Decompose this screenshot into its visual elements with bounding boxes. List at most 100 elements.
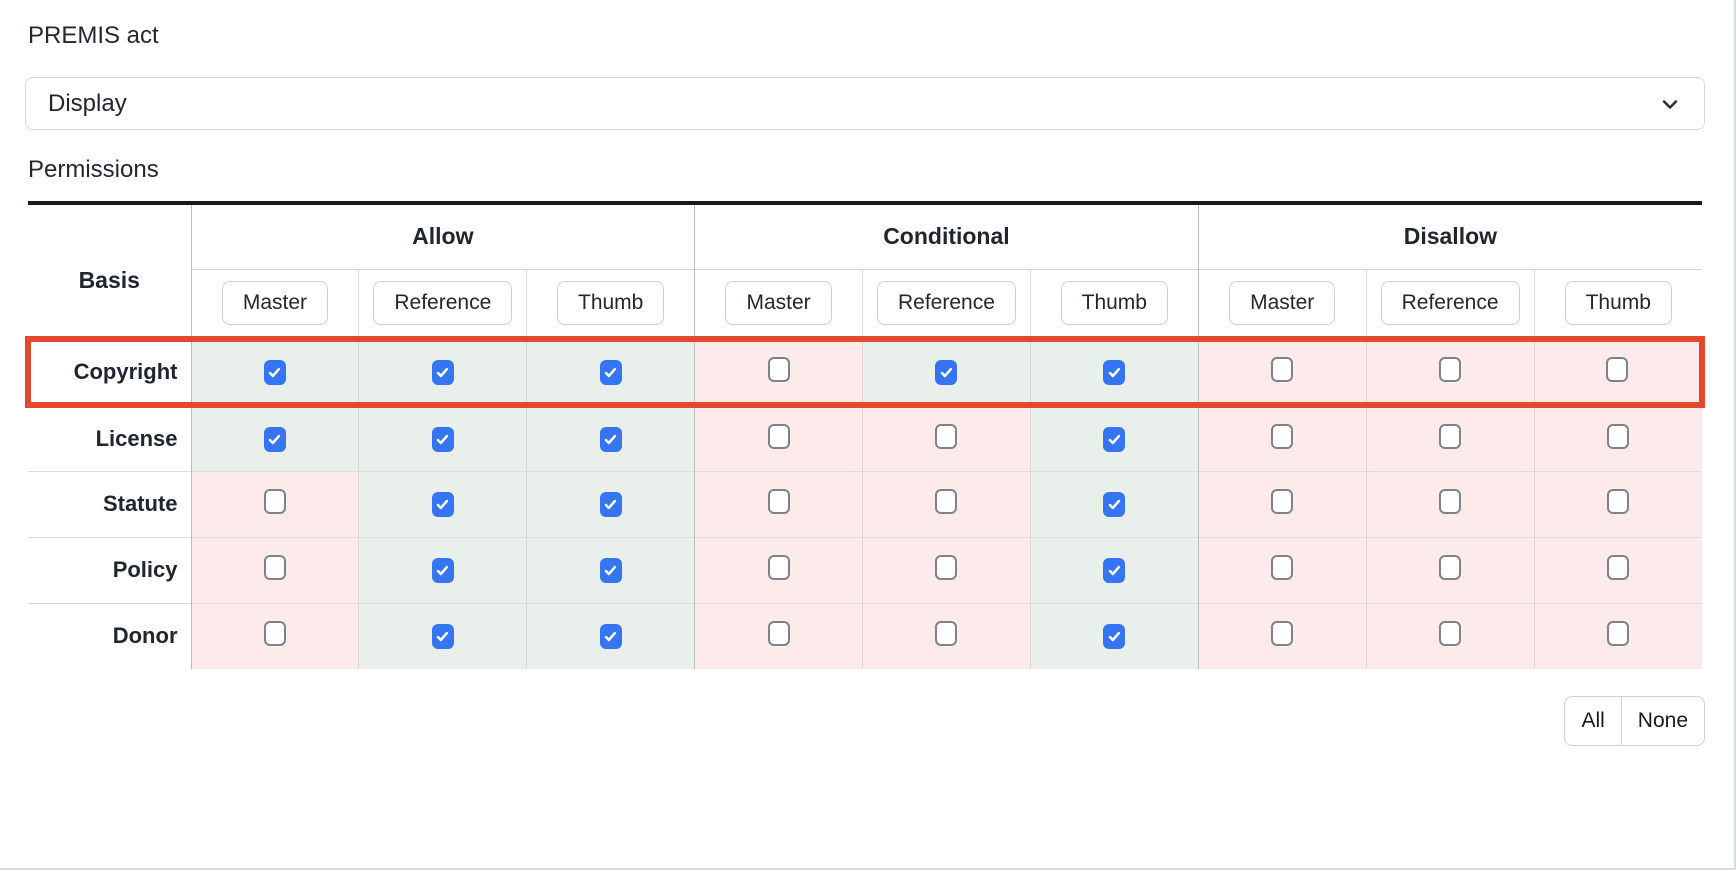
checkbox-license-conditional-reference[interactable] [935,424,958,450]
premis-act-selected-value: Display [48,89,127,117]
checkbox-donor-allow-thumb[interactable] [599,623,622,649]
group-header-row: Basis Allow Conditional Disallow [28,203,1702,293]
checkbox-donor-disallow-thumb[interactable] [1607,621,1630,647]
cell-donor-conditional-thumb [1029,602,1199,669]
subcolumn-header-row: Master Reference Thumb Master Reference Thumb… [28,268,1702,339]
column-toggle-conditional-reference[interactable]: Reference [876,280,1016,325]
checkbox-license-conditional-master[interactable] [767,424,790,450]
cell-license-disallow-master [1197,404,1367,471]
cell-donor-conditional-reference [862,602,1031,669]
checkbox-copyright-allow-thumb[interactable] [599,359,622,385]
cell-copyright-allow-master [190,336,359,408]
checkbox-donor-disallow-reference[interactable] [1439,621,1462,647]
column-toggle-disallow-reference[interactable]: Reference [1380,280,1520,325]
cell-policy-allow-master [190,536,359,603]
checkmark-icon [437,631,449,641]
cell-statute-disallow-reference [1365,470,1534,537]
bulk-select-actions: All None [0,696,1705,746]
checkbox-donor-conditional-master[interactable] [767,621,790,647]
cell-copyright-allow-reference [358,336,527,408]
checkbox-statute-conditional-reference[interactable] [935,489,958,514]
row-label-policy: Policy [28,536,191,603]
checkmark-icon [1108,499,1120,509]
checkbox-donor-allow-reference[interactable] [431,623,454,649]
checkbox-license-allow-reference[interactable] [431,426,454,452]
cell-license-conditional-thumb [1029,404,1199,471]
cell-license-disallow-thumb [1533,404,1702,471]
column-toggle-disallow-master[interactable]: Master [1229,280,1336,325]
checkbox-policy-allow-master[interactable] [263,555,286,580]
cell-policy-disallow-thumb [1533,536,1702,603]
permissions-row-policy: Policy [28,536,1702,603]
checkbox-donor-allow-master[interactable] [263,621,286,647]
basis-column-header: Basis [78,266,140,293]
checkbox-policy-disallow-thumb[interactable] [1607,555,1630,580]
column-toggle-allow-reference[interactable]: Reference [373,280,513,325]
column-toggle-conditional-master[interactable]: Master [725,280,832,325]
cell-license-allow-reference [358,404,527,471]
checkbox-statute-disallow-master[interactable] [1271,489,1294,514]
cell-license-conditional-master [694,404,863,471]
cell-statute-disallow-thumb [1533,470,1702,537]
chevron-down-icon [1658,92,1682,116]
permissions-table: Basis Allow Conditional Disallow Master Ref… [25,201,1705,669]
cell-statute-allow-reference [358,470,527,537]
checkbox-policy-disallow-master[interactable] [1271,555,1294,580]
panel-bottom-border [0,868,1734,870]
checkbox-license-allow-thumb[interactable] [599,426,622,452]
checkbox-policy-conditional-master[interactable] [767,555,790,580]
checkbox-statute-allow-reference[interactable] [431,491,454,517]
checkbox-policy-allow-thumb[interactable] [599,557,622,583]
checkbox-statute-disallow-thumb[interactable] [1607,489,1630,514]
premis-act-label: PREMIS act [28,22,159,49]
column-toggle-allow-master[interactable]: Master [221,280,329,325]
cell-statute-conditional-thumb [1029,470,1199,537]
checkmark-icon [1108,434,1120,444]
cell-policy-disallow-master [1197,536,1367,603]
checkbox-policy-disallow-reference[interactable] [1439,555,1462,580]
select-none-button[interactable]: None [1620,697,1704,745]
cell-copyright-conditional-thumb [1029,336,1199,408]
column-toggle-disallow-thumb[interactable]: Thumb [1564,280,1672,325]
cell-policy-allow-thumb [526,536,695,603]
checkbox-copyright-conditional-thumb[interactable] [1103,359,1126,385]
checkmark-icon [437,565,449,575]
cell-policy-disallow-reference [1365,536,1534,603]
checkbox-policy-conditional-reference[interactable] [935,555,958,580]
checkbox-copyright-disallow-master[interactable] [1271,357,1294,382]
checkbox-statute-allow-master[interactable] [263,489,286,514]
permissions-row-donor: Donor [28,602,1702,669]
checkbox-copyright-allow-reference[interactable] [431,359,454,385]
cell-policy-conditional-master [694,536,863,603]
checkbox-donor-conditional-thumb[interactable] [1103,623,1126,649]
checkbox-copyright-conditional-reference[interactable] [935,359,958,385]
checkmark-icon [269,367,281,377]
cell-copyright-disallow-thumb [1533,336,1705,408]
checkbox-license-conditional-thumb[interactable] [1103,426,1126,452]
select-all-button[interactable]: All [1565,697,1620,745]
column-toggle-conditional-thumb[interactable]: Thumb [1060,280,1168,325]
cell-donor-disallow-reference [1365,602,1534,669]
checkbox-license-disallow-reference[interactable] [1439,424,1462,450]
column-toggle-allow-thumb[interactable]: Thumb [557,280,665,325]
checkbox-statute-disallow-reference[interactable] [1439,489,1462,514]
checkbox-statute-conditional-master[interactable] [767,489,790,514]
cell-policy-allow-reference [358,536,527,603]
checkbox-donor-conditional-reference[interactable] [935,621,958,647]
checkbox-copyright-allow-master[interactable] [263,359,286,385]
checkbox-license-disallow-thumb[interactable] [1607,424,1630,450]
cell-donor-allow-reference [358,602,527,669]
checkbox-copyright-conditional-master[interactable] [767,357,790,382]
checkbox-donor-disallow-master[interactable] [1271,621,1294,647]
checkbox-license-disallow-master[interactable] [1271,424,1294,450]
premis-act-select[interactable]: Display [25,77,1705,130]
checkbox-statute-allow-thumb[interactable] [599,491,622,517]
checkbox-copyright-disallow-thumb[interactable] [1605,357,1628,382]
checkbox-policy-conditional-thumb[interactable] [1103,557,1126,583]
checkbox-policy-allow-reference[interactable] [431,557,454,583]
checkbox-license-allow-master[interactable] [263,426,286,452]
group-header-allow: Allow [190,203,695,269]
checkbox-copyright-disallow-reference[interactable] [1439,357,1462,382]
checkbox-statute-conditional-thumb[interactable] [1103,491,1126,517]
